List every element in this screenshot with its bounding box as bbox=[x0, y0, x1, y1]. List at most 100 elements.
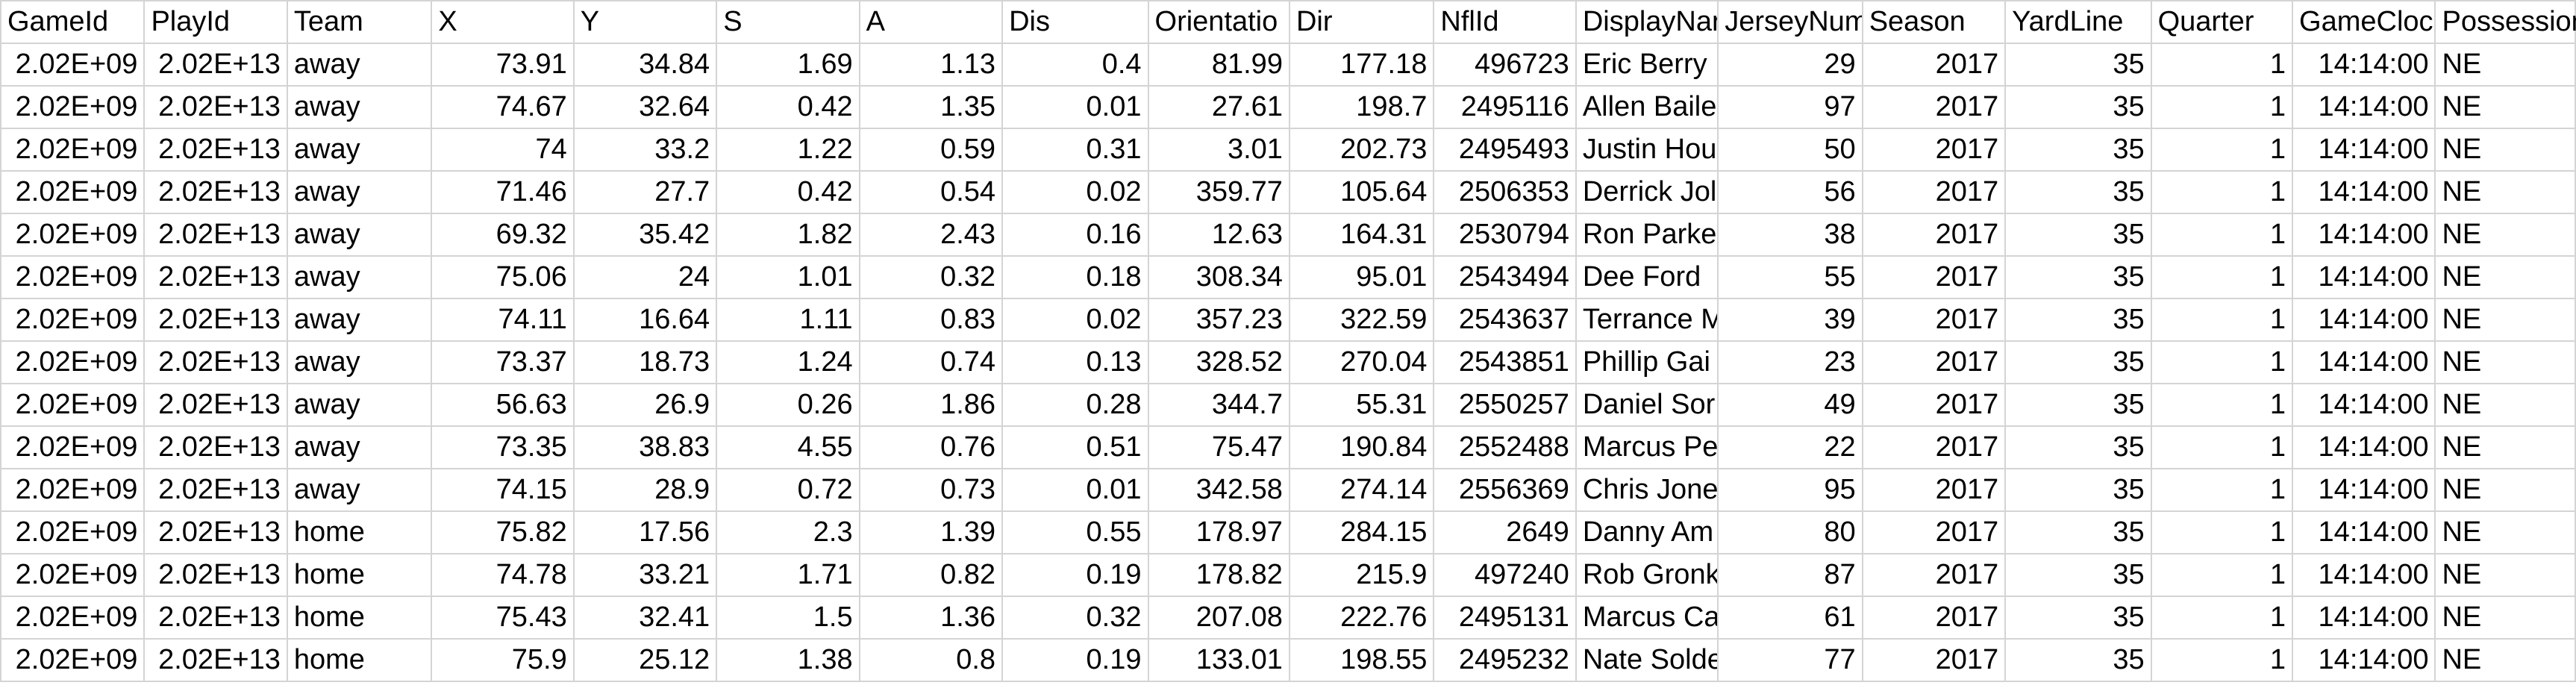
cell[interactable]: 35 bbox=[2004, 638, 2152, 682]
cell[interactable]: 2017 bbox=[1861, 43, 2007, 87]
cell[interactable]: 0.31 bbox=[1001, 128, 1149, 172]
cell[interactable]: 25.12 bbox=[572, 638, 718, 682]
cell[interactable]: away bbox=[286, 425, 433, 469]
cell[interactable]: 14:14:00 bbox=[2292, 468, 2436, 512]
cell[interactable]: 24 bbox=[572, 255, 718, 299]
cell[interactable]: NE bbox=[2434, 638, 2576, 682]
cell[interactable]: 56 bbox=[1717, 170, 1863, 214]
cell[interactable]: away bbox=[286, 43, 433, 87]
cell[interactable]: away bbox=[286, 383, 433, 427]
cell[interactable]: 0.16 bbox=[1001, 213, 1149, 257]
cell[interactable]: 2.02E+09 bbox=[0, 255, 146, 299]
cell[interactable]: 2543494 bbox=[1433, 255, 1577, 299]
cell[interactable]: 33.21 bbox=[572, 553, 718, 597]
cell[interactable]: 27.7 bbox=[572, 170, 718, 214]
cell[interactable]: 2017 bbox=[1861, 553, 2007, 597]
cell[interactable]: 0.82 bbox=[858, 553, 1004, 597]
cell[interactable]: 1.13 bbox=[858, 43, 1004, 87]
header-cell[interactable]: Dis bbox=[1001, 0, 1149, 44]
cell[interactable]: 2.3 bbox=[716, 510, 860, 554]
cell[interactable]: 215.9 bbox=[1288, 553, 1435, 597]
cell[interactable]: 0.32 bbox=[1001, 596, 1149, 640]
cell[interactable]: 2.02E+13 bbox=[143, 468, 288, 512]
cell[interactable]: 190.84 bbox=[1288, 425, 1435, 469]
cell[interactable]: 22 bbox=[1717, 425, 1863, 469]
cell[interactable]: 1.36 bbox=[858, 596, 1004, 640]
cell[interactable]: 0.28 bbox=[1001, 383, 1149, 427]
cell[interactable]: 2556369 bbox=[1433, 468, 1577, 512]
cell[interactable]: 71.46 bbox=[431, 170, 575, 214]
cell[interactable]: 0.01 bbox=[1001, 85, 1149, 129]
cell[interactable]: 38 bbox=[1717, 213, 1863, 257]
cell[interactable]: 74.11 bbox=[431, 298, 575, 342]
cell[interactable]: 0.59 bbox=[858, 128, 1004, 172]
cell[interactable]: 328.52 bbox=[1147, 340, 1290, 384]
cell[interactable]: 14:14:00 bbox=[2292, 170, 2436, 214]
cell[interactable]: 35 bbox=[2004, 596, 2152, 640]
cell[interactable]: 75.82 bbox=[431, 510, 575, 554]
cell[interactable]: 2.02E+09 bbox=[0, 510, 146, 554]
cell[interactable]: 23 bbox=[1717, 340, 1863, 384]
cell[interactable]: NE bbox=[2434, 298, 2576, 342]
cell[interactable]: 2.02E+13 bbox=[143, 170, 288, 214]
cell[interactable]: 1.38 bbox=[716, 638, 860, 682]
cell[interactable]: 16.64 bbox=[572, 298, 718, 342]
cell[interactable]: 2.43 bbox=[858, 213, 1004, 257]
cell[interactable]: 74.67 bbox=[431, 85, 575, 129]
cell[interactable]: 1 bbox=[2150, 213, 2294, 257]
cell[interactable]: 1 bbox=[2150, 553, 2294, 597]
cell[interactable]: 35 bbox=[2004, 255, 2152, 299]
cell[interactable]: 28.9 bbox=[572, 468, 718, 512]
cell[interactable]: 1.39 bbox=[858, 510, 1004, 554]
cell[interactable]: away bbox=[286, 340, 433, 384]
cell[interactable]: 178.97 bbox=[1147, 510, 1290, 554]
cell[interactable]: 357.23 bbox=[1147, 298, 1290, 342]
cell[interactable]: away bbox=[286, 128, 433, 172]
cell[interactable]: 14:14:00 bbox=[2292, 43, 2436, 87]
cell[interactable]: 2.02E+13 bbox=[143, 553, 288, 597]
cell[interactable]: 2543637 bbox=[1433, 298, 1577, 342]
cell[interactable]: NE bbox=[2434, 43, 2576, 87]
cell[interactable]: 35 bbox=[2004, 383, 2152, 427]
cell[interactable]: 73.35 bbox=[431, 425, 575, 469]
cell[interactable]: 0.13 bbox=[1001, 340, 1149, 384]
cell[interactable]: 75.43 bbox=[431, 596, 575, 640]
cell[interactable]: home bbox=[286, 553, 433, 597]
cell[interactable]: home bbox=[286, 510, 433, 554]
cell[interactable]: 2.02E+09 bbox=[0, 128, 146, 172]
cell[interactable]: 2017 bbox=[1861, 298, 2007, 342]
cell[interactable]: 26.9 bbox=[572, 383, 718, 427]
cell[interactable]: 2506353 bbox=[1433, 170, 1577, 214]
cell[interactable]: 1 bbox=[2150, 43, 2294, 87]
cell[interactable]: 1 bbox=[2150, 298, 2294, 342]
cell[interactable]: 284.15 bbox=[1288, 510, 1435, 554]
cell[interactable]: 1.71 bbox=[716, 553, 860, 597]
header-cell[interactable]: DisplayNar bbox=[1575, 0, 1719, 44]
cell[interactable]: 2017 bbox=[1861, 85, 2007, 129]
cell[interactable]: 95.01 bbox=[1288, 255, 1435, 299]
cell[interactable]: 2.02E+09 bbox=[0, 43, 146, 87]
cell[interactable]: 177.18 bbox=[1288, 43, 1435, 87]
cell[interactable]: 2.02E+13 bbox=[143, 383, 288, 427]
cell[interactable]: 2017 bbox=[1861, 383, 2007, 427]
cell[interactable]: 2.02E+09 bbox=[0, 638, 146, 682]
cell[interactable]: 2.02E+09 bbox=[0, 596, 146, 640]
cell[interactable]: 1 bbox=[2150, 510, 2294, 554]
cell[interactable]: 14:14:00 bbox=[2292, 638, 2436, 682]
cell[interactable]: 2.02E+09 bbox=[0, 213, 146, 257]
cell[interactable]: 2.02E+09 bbox=[0, 468, 146, 512]
cell[interactable]: away bbox=[286, 85, 433, 129]
header-cell[interactable]: S bbox=[716, 0, 860, 44]
cell[interactable]: 74.15 bbox=[431, 468, 575, 512]
cell[interactable]: 0.8 bbox=[858, 638, 1004, 682]
cell[interactable]: 1 bbox=[2150, 170, 2294, 214]
cell[interactable]: 1.5 bbox=[716, 596, 860, 640]
cell[interactable]: NE bbox=[2434, 468, 2576, 512]
cell[interactable]: Allen Baile bbox=[1575, 85, 1719, 129]
cell[interactable]: NE bbox=[2434, 85, 2576, 129]
cell[interactable]: 35.42 bbox=[572, 213, 718, 257]
cell[interactable]: 0.51 bbox=[1001, 425, 1149, 469]
cell[interactable]: 0.42 bbox=[716, 85, 860, 129]
cell[interactable]: 0.32 bbox=[858, 255, 1004, 299]
cell[interactable]: away bbox=[286, 468, 433, 512]
